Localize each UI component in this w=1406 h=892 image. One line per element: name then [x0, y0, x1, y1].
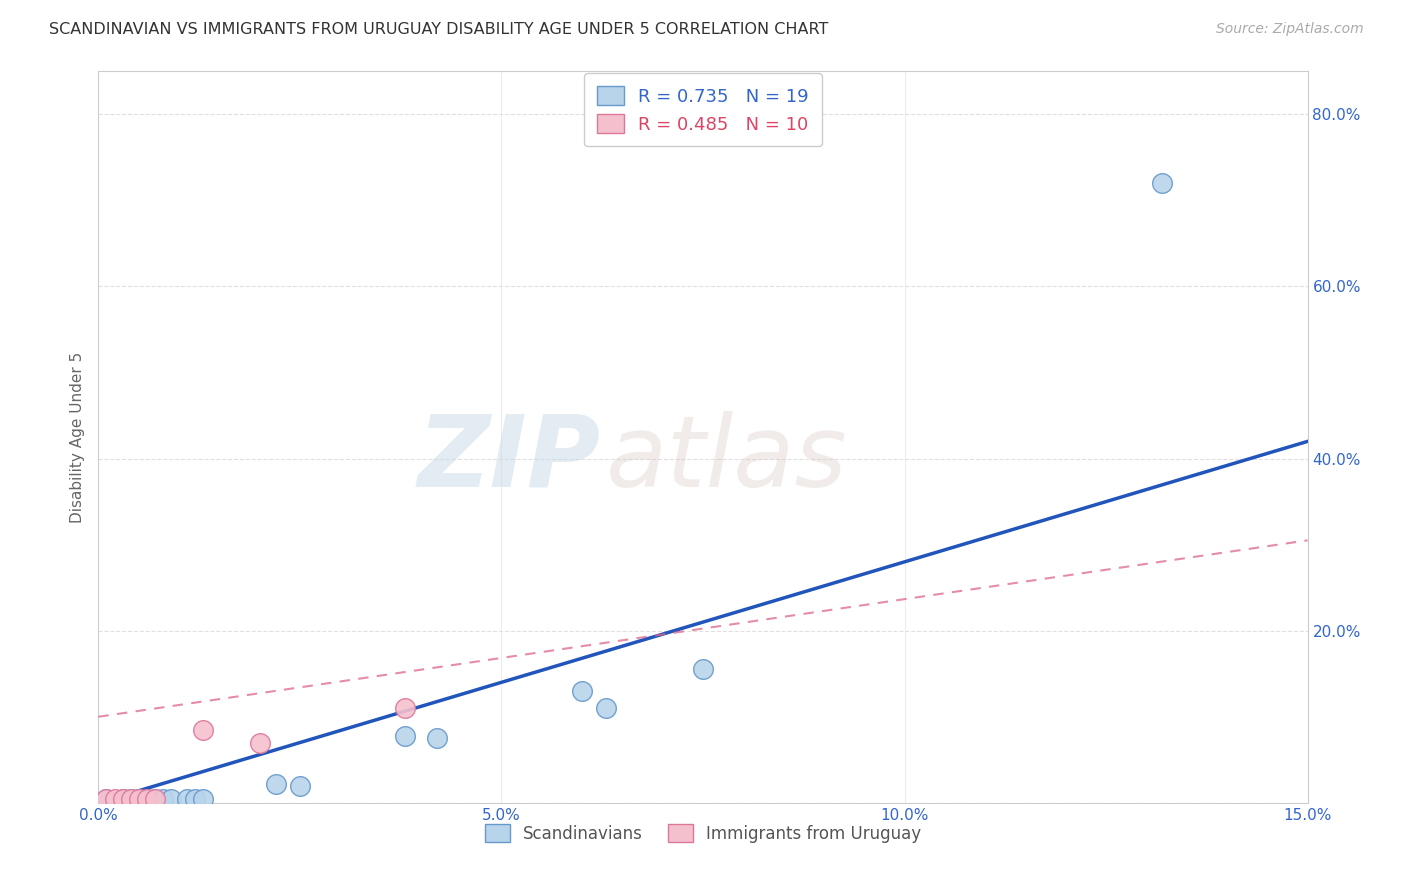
Text: Source: ZipAtlas.com: Source: ZipAtlas.com: [1216, 22, 1364, 37]
Point: [111, 792, 134, 806]
Point: [426, 731, 449, 746]
Point: [120, 792, 142, 806]
Point: [176, 792, 198, 806]
Point: [1152, 176, 1174, 190]
Point: [193, 723, 215, 737]
Point: [394, 701, 416, 715]
Text: atlas: atlas: [606, 410, 848, 508]
Point: [595, 701, 617, 715]
Point: [128, 792, 150, 806]
Point: [394, 729, 416, 743]
Point: [120, 792, 142, 806]
Text: ZIP: ZIP: [418, 410, 600, 508]
Point: [135, 792, 157, 806]
Point: [96, 792, 118, 806]
Point: [143, 792, 166, 806]
Point: [111, 792, 134, 806]
Point: [152, 792, 174, 806]
Point: [692, 662, 714, 676]
Point: [193, 792, 215, 806]
Point: [135, 792, 157, 806]
Point: [160, 792, 183, 806]
Point: [571, 684, 593, 698]
Legend: Scandinavians, Immigrants from Uruguay: Scandinavians, Immigrants from Uruguay: [478, 818, 928, 849]
Point: [96, 792, 118, 806]
Point: [249, 735, 271, 749]
Point: [128, 792, 150, 806]
Point: [103, 792, 125, 806]
Text: SCANDINAVIAN VS IMMIGRANTS FROM URUGUAY DISABILITY AGE UNDER 5 CORRELATION CHART: SCANDINAVIAN VS IMMIGRANTS FROM URUGUAY …: [49, 22, 828, 37]
Point: [288, 779, 311, 793]
Point: [184, 792, 207, 806]
Point: [264, 777, 287, 791]
Point: [143, 792, 166, 806]
Y-axis label: Disability Age Under 5: Disability Age Under 5: [70, 351, 86, 523]
